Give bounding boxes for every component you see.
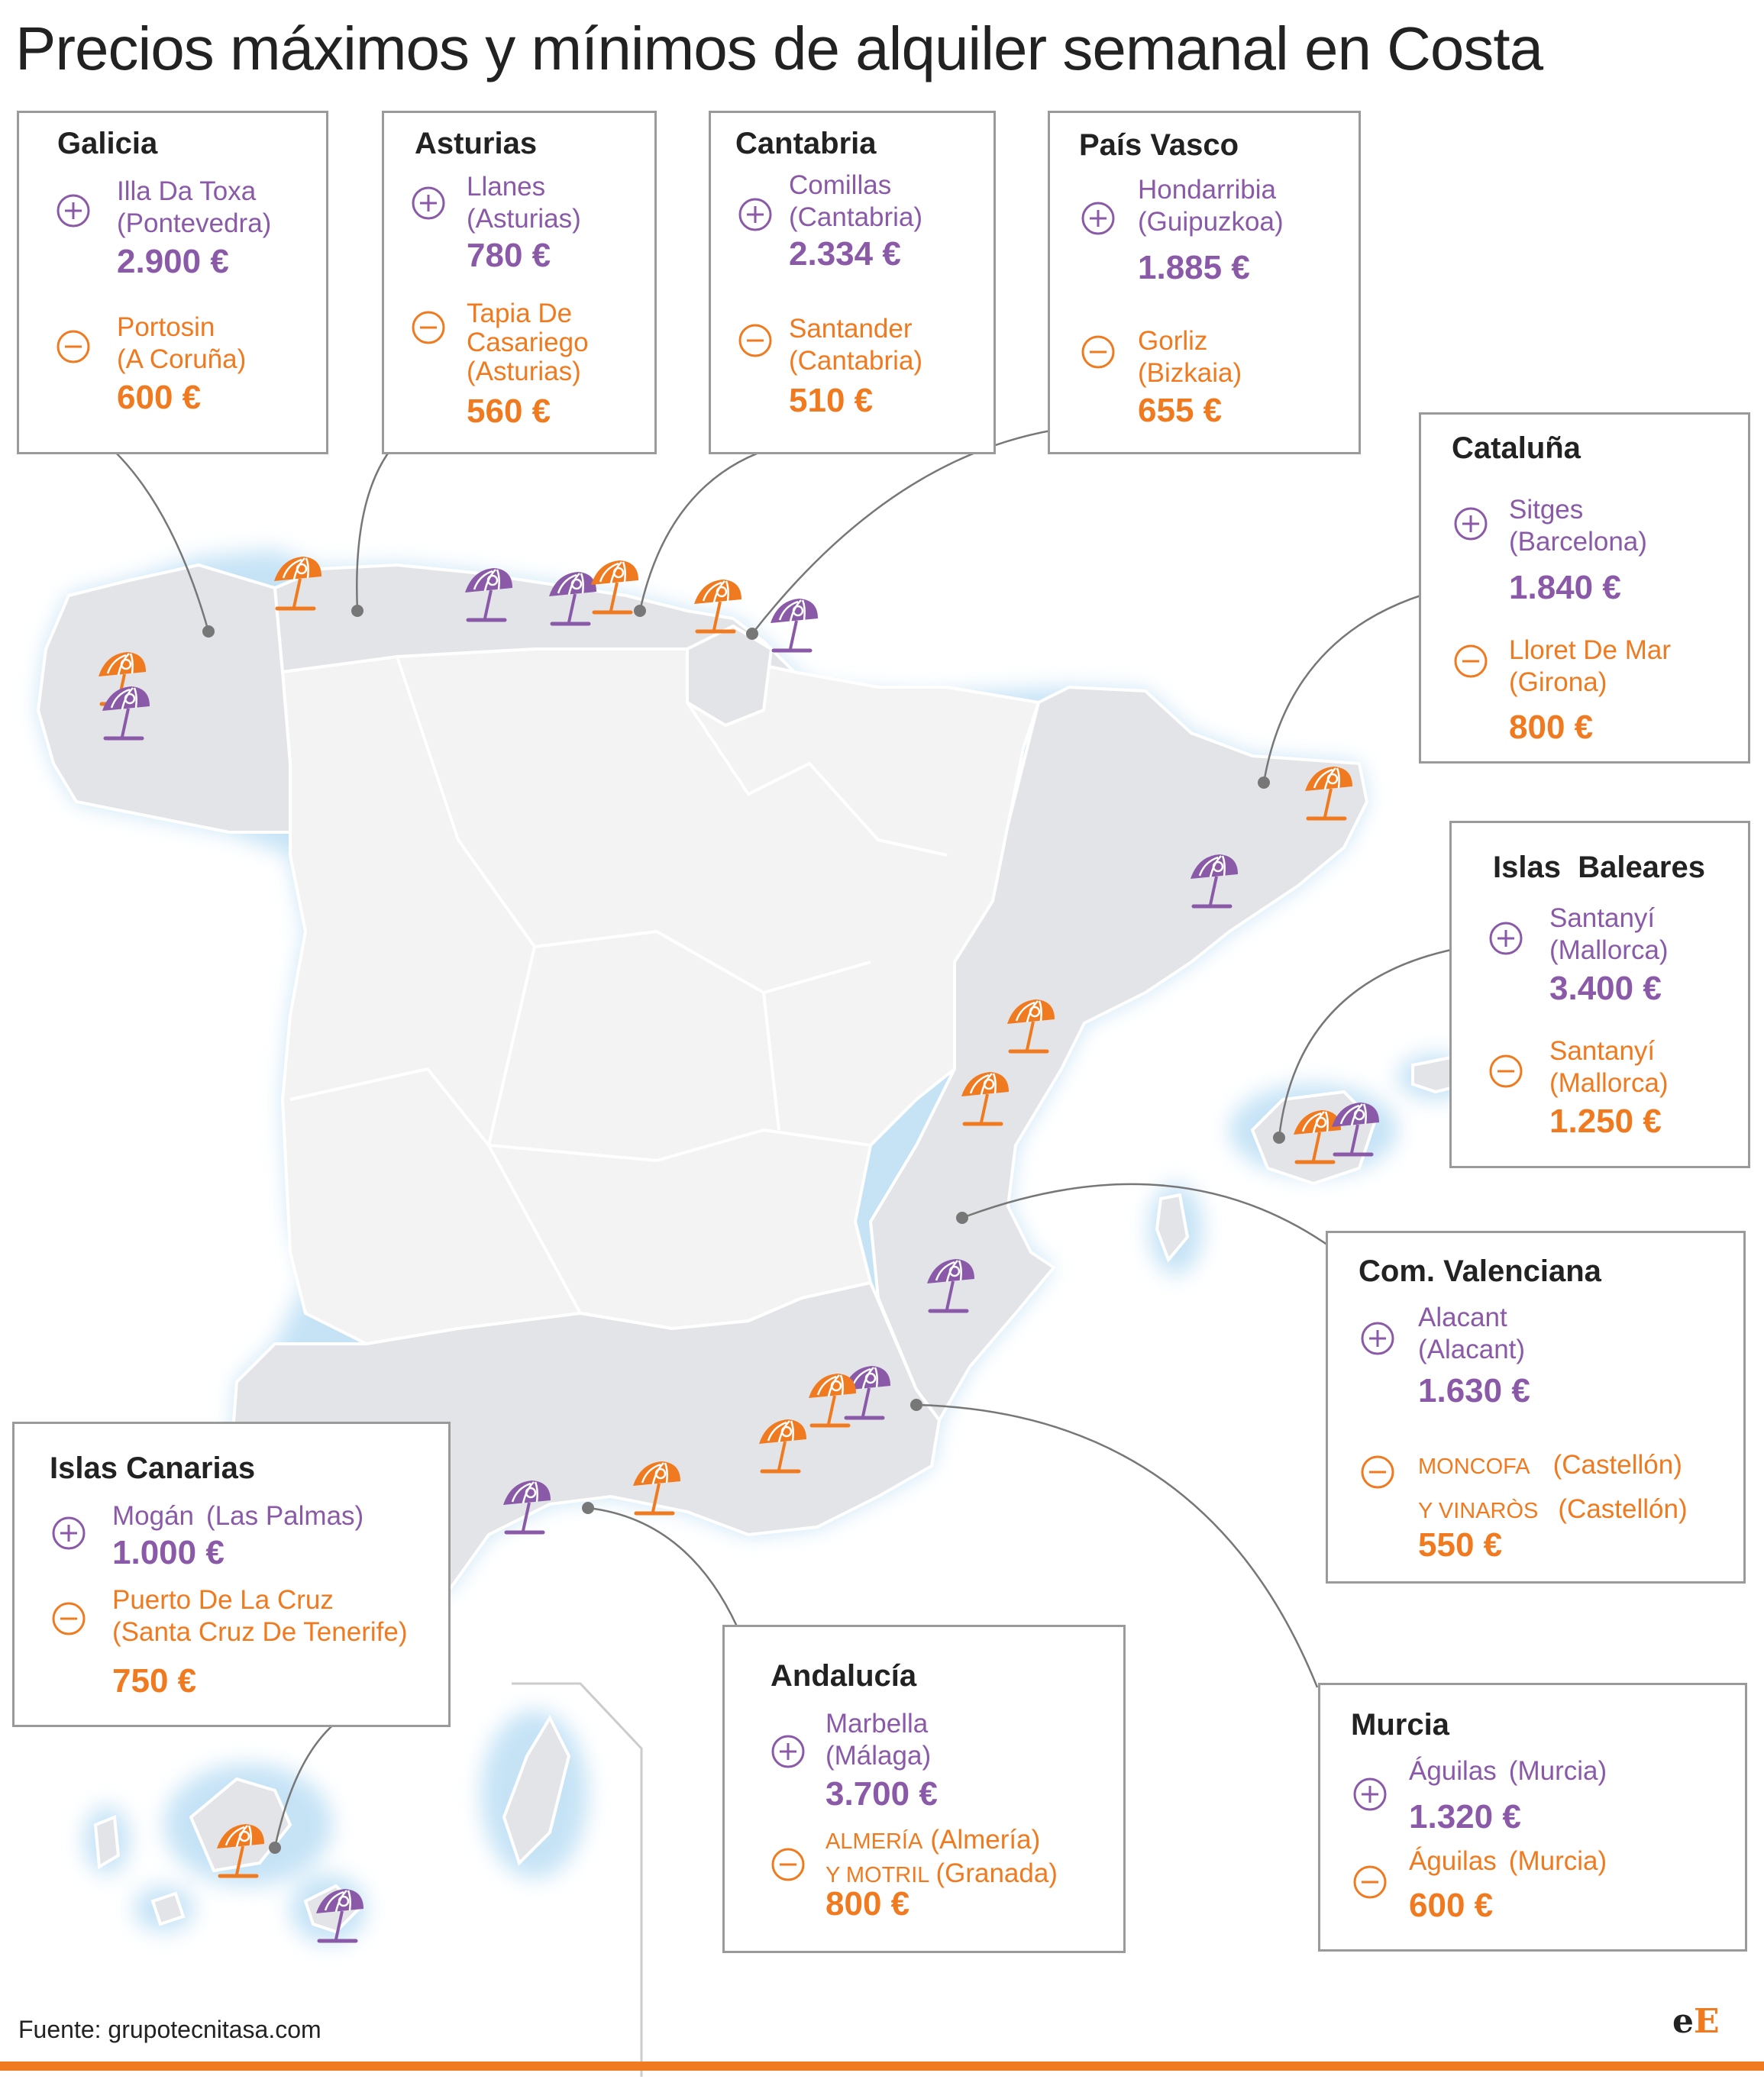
minus-circle-icon (1489, 1054, 1523, 1088)
min-place: Portosin (A Coruña) (117, 312, 247, 374)
min-place: ALMERÍA (Almería) Y MOTRIL (Granada) (825, 1825, 1058, 1888)
footer-accent-bar (0, 2062, 1764, 2071)
minus-circle-icon (412, 311, 445, 344)
max-price: 780 € (467, 237, 551, 274)
max-place: Santanyí (Mallorca) (1549, 903, 1669, 965)
min-price: 800 € (1509, 709, 1594, 746)
plus-circle-icon (412, 186, 445, 220)
region-box-andalucia: Andalucía Marbella (Málaga) 3.700 € ALMER… (722, 1625, 1126, 1953)
max-place: Mogán (Las Palmas) (112, 1501, 364, 1531)
minus-circle-icon (738, 324, 772, 357)
region-name: País Vasco (1079, 128, 1239, 162)
plus-circle-icon (1454, 507, 1488, 541)
max-price: 1.840 € (1509, 569, 1621, 606)
max-place: Alacant (Alacant) (1418, 1303, 1526, 1364)
min-place: Águilas (Murcia) (1409, 1846, 1607, 1876)
minus-circle-icon (1081, 335, 1115, 369)
minus-circle-icon (1454, 644, 1488, 678)
region-box-asturias: Asturias Llanes (Asturias) 780 € Tapia De… (382, 111, 657, 454)
plus-circle-icon (738, 198, 772, 231)
min-place: Puerto De La Cruz (Santa Cruz De Tenerife… (112, 1585, 408, 1647)
publisher-logo: eE (1672, 2002, 1720, 2041)
minus-circle-icon (57, 330, 90, 363)
max-place: Hondarribia (Guipuzkoa) (1138, 175, 1284, 237)
source-credit: Fuente: grupotecnitasa.com (18, 2016, 321, 2043)
min-price: 550 € (1418, 1526, 1503, 1564)
min-place: MONCOFA (Castellón) Y VINARÒS (Castellón) (1418, 1450, 1688, 1524)
plus-circle-icon (52, 1516, 86, 1550)
region-name: Com. Valenciana (1359, 1254, 1601, 1288)
min-place: Santander (Cantabria) (789, 314, 923, 376)
max-place: Águilas (Murcia) (1409, 1756, 1607, 1786)
plus-circle-icon (1081, 202, 1115, 235)
min-place: Santanyí (Mallorca) (1549, 1036, 1669, 1098)
region-name: Asturias (415, 127, 538, 160)
region-name: Cantabria (735, 127, 877, 160)
page-title: Precios máximos y mínimos de alquiler se… (15, 15, 1543, 82)
max-price: 1.630 € (1418, 1372, 1530, 1409)
beach-umbrella-icon (771, 599, 818, 651)
connector-dots (202, 605, 1285, 1854)
min-price: 600 € (1409, 1887, 1494, 1924)
min-place: Tapia De Casariego (Asturias) (467, 299, 589, 386)
min-price: 750 € (112, 1662, 197, 1700)
minus-circle-icon (1361, 1455, 1394, 1489)
plus-circle-icon (57, 194, 90, 228)
min-price: 510 € (789, 382, 874, 419)
region-box-cataluna: Cataluña Sitges (Barcelona) 1.840 € Llore… (1419, 412, 1750, 764)
max-price: 3.400 € (1549, 970, 1662, 1007)
max-place: Sitges (Barcelona) (1509, 495, 1647, 557)
max-price: 1.000 € (112, 1534, 225, 1571)
region-box-galicia: Galicia Illa Da Toxa (Pontevedra) 2.900 €… (17, 111, 328, 454)
min-price: 655 € (1138, 392, 1223, 429)
max-price: 2.334 € (789, 235, 901, 273)
region-name: Islas Baleares (1493, 851, 1705, 884)
region-box-cantabria: Cantabria Comillas (Cantabria) 2.334 € Sa… (709, 111, 996, 454)
plus-circle-icon (771, 1735, 805, 1768)
max-price: 2.900 € (117, 243, 229, 280)
min-price: 800 € (825, 1885, 910, 1923)
region-name: Galicia (57, 127, 158, 160)
max-price: 1.320 € (1409, 1798, 1521, 1836)
region-box-pais-vasco: País Vasco Hondarribia (Guipuzkoa) 1.885 … (1048, 111, 1361, 454)
minus-circle-icon (771, 1848, 805, 1881)
plus-circle-icon (1489, 922, 1523, 955)
region-box-canarias: Islas Canarias Mogán (Las Palmas) 1.000 €… (12, 1422, 451, 1727)
max-place: Marbella (Málaga) (825, 1709, 932, 1771)
region-name: Cataluña (1452, 431, 1581, 465)
land-inland (280, 647, 1041, 1346)
max-price: 1.885 € (1138, 249, 1250, 286)
minus-circle-icon (1353, 1865, 1387, 1899)
min-place: Gorliz (Bizkaia) (1138, 326, 1242, 388)
min-price: 560 € (467, 392, 551, 430)
minus-circle-icon (52, 1602, 86, 1635)
region-name: Islas Canarias (50, 1451, 256, 1485)
max-price: 3.700 € (825, 1775, 938, 1813)
min-price: 600 € (117, 379, 202, 416)
region-borders (289, 656, 948, 1314)
plus-circle-icon (1353, 1777, 1387, 1811)
min-price: 1.250 € (1549, 1103, 1662, 1140)
region-name: Andalucía (771, 1659, 917, 1693)
region-box-valenciana: Com. Valenciana Alacant (Alacant) 1.630 €… (1326, 1231, 1746, 1584)
plus-circle-icon (1361, 1322, 1394, 1355)
canarias-frame (512, 1682, 643, 2077)
region-box-baleares: Islas Baleares Santanyí (Mallorca) 3.400 … (1449, 821, 1750, 1168)
max-place: Illa Da Toxa (Pontevedra) (117, 176, 272, 238)
max-place: Comillas (Cantabria) (789, 170, 923, 232)
max-place: Llanes (Asturias) (467, 172, 581, 234)
region-box-murcia: Murcia Águilas (Murcia) 1.320 € Águilas (M… (1318, 1683, 1747, 1952)
region-name: Murcia (1351, 1708, 1449, 1742)
min-place: Lloret De Mar (Girona) (1509, 635, 1672, 697)
